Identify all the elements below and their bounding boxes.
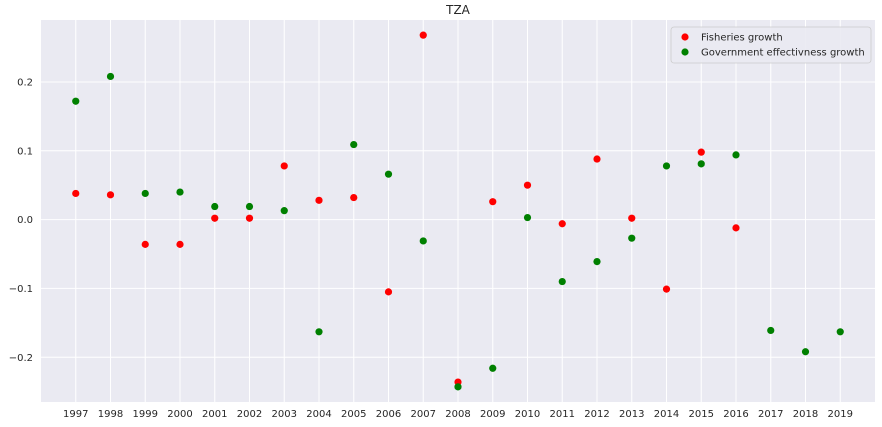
y-tick-label: −0.2: [9, 353, 33, 364]
point-series-1-2005: [350, 193, 358, 202]
point-series-1-2015: [697, 148, 705, 156]
chart-title: TZA: [445, 3, 471, 17]
legend: Fisheries growth Government effectivness …: [670, 26, 872, 64]
point-series-2-1998: [106, 72, 115, 81]
x-tick-label: 1999: [133, 409, 158, 420]
point-series-1-2000: [176, 240, 184, 248]
x-tick-label: 2005: [341, 409, 366, 420]
x-tick-label: 2011: [550, 409, 575, 420]
x-tick-label: 2016: [723, 409, 748, 420]
point-series-2-2012: [593, 257, 601, 266]
y-tick-label: −0.1: [9, 284, 33, 295]
point-series-1-2002: [245, 214, 254, 222]
point-series-2-2016: [732, 151, 740, 159]
point-series-1-2010: [523, 181, 532, 189]
x-tick-label: 2019: [828, 409, 853, 420]
point-series-1-1998: [106, 191, 115, 199]
x-tick-label: 2017: [758, 409, 783, 420]
x-tick-label: 2014: [654, 409, 679, 420]
point-series-1-2004: [315, 196, 323, 204]
point-series-1-1999: [141, 240, 149, 248]
x-axis-ticks: 1997 1998 1999 2000 2001 2002 2003 2004 2005 2006…: [63, 409, 853, 420]
x-tick-label: 2008: [445, 409, 470, 420]
point-series-2-2008: [454, 383, 462, 391]
x-tick-label: 2010: [515, 409, 540, 420]
legend-label-1: Fisheries growth: [701, 33, 783, 44]
point-series-2-2005: [350, 140, 358, 149]
point-series-2-1999: [141, 189, 149, 198]
point-series-1-2016: [732, 224, 740, 232]
x-tick-label: 2006: [376, 409, 401, 420]
point-series-2-2006: [384, 170, 393, 178]
point-series-1-1997: [72, 189, 80, 198]
x-tick-label: 1997: [63, 409, 88, 420]
point-series-1-2003: [280, 162, 288, 170]
point-series-2-2017: [767, 326, 775, 335]
x-tick-label: 2007: [411, 409, 436, 420]
x-tick-label: 1998: [98, 409, 123, 420]
y-tick-label: 0.0: [17, 215, 33, 226]
point-series-1-2007: [419, 31, 427, 39]
point-series-1-2013: [628, 214, 636, 222]
point-series-2-2002: [245, 202, 254, 211]
legend-marker-1: [681, 33, 689, 41]
x-tick-label: 2002: [237, 409, 262, 420]
y-tick-label: 0.2: [17, 77, 33, 88]
x-tick-label: 2013: [619, 409, 644, 420]
data-points: [72, 31, 844, 391]
x-tick-label: 2009: [480, 409, 505, 420]
point-series-1-2012: [593, 155, 601, 163]
point-series-2-2011: [558, 277, 566, 286]
y-tick-label: 0.1: [17, 146, 33, 157]
legend-marker-2: [681, 48, 689, 56]
point-series-2-2019: [836, 328, 844, 336]
point-series-2-2007: [419, 237, 427, 245]
y-axis-ticks: −0.2 −0.1 0.0 0.1 0.2: [9, 77, 33, 363]
legend-label-2: Government effectivness growth: [701, 48, 865, 59]
legend-box: [670, 26, 872, 64]
point-series-2-2010: [523, 213, 532, 222]
point-series-1-2001: [211, 214, 219, 222]
x-tick-label: 2001: [202, 409, 227, 420]
point-series-2-2003: [280, 207, 288, 215]
point-series-1-2006: [384, 288, 393, 296]
point-series-2-2018: [801, 348, 810, 356]
point-series-2-2004: [315, 328, 323, 336]
point-series-2-2001: [211, 202, 219, 211]
x-tick-label: 2018: [793, 409, 818, 420]
point-series-1-2014: [662, 285, 671, 293]
x-tick-label: 2012: [584, 409, 609, 420]
point-series-1-2011: [558, 220, 566, 228]
point-series-2-1997: [72, 97, 80, 105]
x-tick-label: 2003: [272, 409, 297, 420]
x-tick-label: 2015: [689, 409, 714, 420]
x-tick-label: 2000: [167, 409, 192, 420]
point-series-2-2000: [176, 188, 184, 196]
x-tick-label: 2004: [306, 409, 331, 420]
point-series-1-2009: [489, 198, 497, 206]
point-series-2-2014: [662, 162, 671, 170]
point-series-2-2015: [697, 160, 705, 168]
point-series-2-2013: [628, 234, 636, 242]
point-series-2-2009: [489, 364, 497, 372]
